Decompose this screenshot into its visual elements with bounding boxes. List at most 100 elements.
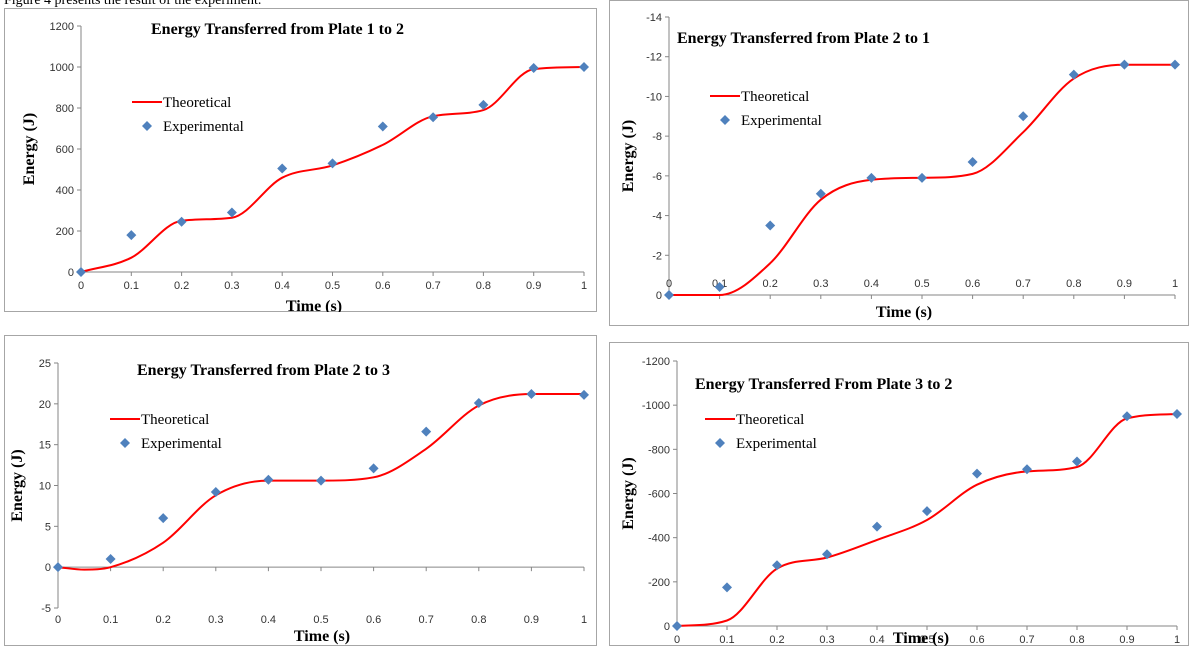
x-tick-label: 0.7	[1016, 278, 1031, 290]
data-point-experimental	[972, 468, 982, 479]
y-tick-label: 1200	[50, 21, 74, 33]
data-point-experimental	[158, 513, 169, 524]
data-point-experimental	[126, 230, 137, 241]
data-point-experimental	[772, 560, 782, 571]
legend: Theoretical Experimental	[705, 412, 817, 452]
y-tick-label: 0	[664, 621, 670, 633]
x-tick-label: 0	[55, 614, 61, 626]
data-point-experimental	[1122, 411, 1132, 422]
legend-label-theoretical: Theoretical	[741, 89, 809, 105]
x-tick-label: 0.7	[425, 280, 440, 292]
x-tick-label: 0.5	[325, 280, 340, 292]
data-point-experimental	[316, 475, 326, 486]
y-tick-label: -800	[648, 444, 670, 456]
chart-plate-3-to-2: 0 -200 -400 -600 -800 -1000 -1200 0 0.1 0.2 0.3 0.4…	[609, 342, 1189, 646]
chart-frame	[4, 8, 597, 312]
x-tick-label: 0.4	[864, 278, 879, 290]
x-axis-title: Time (s)	[294, 628, 350, 645]
chart-title: Energy Transferred From Plate 3 to 2	[695, 376, 952, 393]
y-tick-label: -1200	[642, 356, 670, 368]
data-point-experimental	[765, 220, 776, 231]
x-tick-label: 1	[1172, 278, 1178, 290]
y-tick-label: -200	[648, 577, 670, 589]
y-tick-label: -5	[41, 603, 51, 615]
x-tick-label: 0.7	[419, 614, 434, 626]
y-tick-label: 1000	[50, 62, 74, 74]
data-point-experimental	[1018, 111, 1029, 122]
legend-label-experimental: Experimental	[163, 119, 244, 135]
legend-label-experimental: Experimental	[141, 436, 222, 452]
chart-svg: -5 0 5 10 15 20 25 0 0.1 0.2 0.3 0.4 0.5 0.6 0.7 0.8 0.9…	[4, 335, 597, 646]
data-point-experimental	[377, 121, 388, 132]
x-tick-label: 0.8	[476, 280, 491, 292]
data-point-experimental	[664, 290, 674, 300]
legend-label-theoretical: Theoretical	[141, 412, 209, 428]
y-tick-label: 15	[39, 440, 51, 452]
data-point-experimental	[226, 207, 237, 218]
legend-label-experimental: Experimental	[741, 113, 822, 129]
y-axis-title: Energy (J)	[21, 113, 38, 185]
chart-plate-2-to-1: 0-2-4-6-8-10-12-1400.10.20.30.40.50.60.7…	[609, 0, 1189, 326]
legend: Theoretical Experimental	[132, 95, 244, 135]
legend-label-theoretical: Theoretical	[736, 412, 804, 428]
data-point-experimental	[368, 463, 379, 474]
y-tick-label: -2	[652, 250, 662, 262]
x-tick-label: 0.3	[819, 634, 834, 646]
y-tick-label: 10	[39, 481, 51, 493]
data-point-experimental	[672, 621, 682, 631]
data-point-experimental	[263, 474, 274, 485]
y-axis-title: Energy (J)	[9, 449, 26, 521]
chart-frame	[4, 335, 597, 646]
legend: Theoretical Experimental	[110, 412, 222, 452]
data-point-experimental	[1172, 409, 1182, 419]
data-point-experimental	[872, 521, 882, 532]
y-tick-label: 0	[656, 290, 662, 302]
y-tick-label: -12	[646, 52, 662, 64]
x-tick-label: 0.4	[275, 280, 290, 292]
chart-plate-1-to-2: 0 200 400 600 800 1000 1200 0 0.1 0.2 0.3 0.4 0.5 0.6…	[4, 8, 597, 312]
data-point-experimental	[815, 188, 826, 199]
series-line-theoretical	[676, 413, 1178, 627]
y-tick-label: 800	[56, 103, 74, 115]
data-point-experimental	[528, 63, 539, 74]
y-tick-label: 20	[39, 399, 51, 411]
x-tick-label: 0.3	[208, 614, 223, 626]
x-tick-label: 0.5	[919, 634, 934, 646]
x-tick-label: 0.6	[965, 278, 980, 290]
x-tick-label: 0.3	[813, 278, 828, 290]
chart-plate-2-to-3: -5 0 5 10 15 20 25 0 0.1 0.2 0.3 0.4 0.5 0.6 0.7 0.8 0.9…	[4, 335, 597, 646]
data-point-experimental	[714, 282, 725, 293]
data-point-experimental	[579, 62, 589, 72]
y-tick-label: 0	[68, 267, 74, 279]
y-tick-label: -600	[648, 489, 670, 501]
chart-svg: 0 -200 -400 -600 -800 -1000 -1200 0 0.1 0.2 0.3 0.4…	[609, 342, 1189, 646]
data-point-experimental	[327, 158, 338, 169]
y-tick-label: -14	[646, 12, 662, 24]
figure-caption: Figure 4 presents the result of the expe…	[4, 0, 262, 8]
x-axis-title: Time (s)	[893, 630, 949, 646]
y-tick-label: -6	[652, 171, 662, 183]
y-tick-label: 200	[56, 226, 74, 238]
data-point-experimental	[478, 99, 489, 110]
data-point-experimental	[176, 216, 187, 227]
y-tick-label: -4	[652, 211, 662, 223]
x-tick-label: 0.4	[869, 634, 884, 646]
data-point-experimental	[277, 163, 288, 174]
x-tick-label: 0.6	[375, 280, 390, 292]
y-tick-label: 5	[45, 521, 51, 533]
legend-marker-experimental	[715, 438, 725, 448]
y-tick-label: -1000	[642, 400, 670, 412]
x-tick-label: 0.9	[1117, 278, 1132, 290]
x-tick-label: 0.8	[1069, 634, 1084, 646]
y-tick-label: -8	[652, 131, 662, 143]
x-tick-label: 0.1	[124, 280, 139, 292]
legend-label-experimental: Experimental	[736, 436, 817, 452]
y-tick-label: 400	[56, 185, 74, 197]
x-tick-label: 0.2	[174, 280, 189, 292]
legend-marker-experimental	[142, 121, 152, 131]
data-point-experimental	[1170, 59, 1180, 70]
chart-title: Energy Transferred from Plate 2 to 1	[677, 30, 930, 47]
x-tick-label: 0.2	[769, 634, 784, 646]
x-tick-label: 0	[78, 280, 84, 292]
x-tick-label: 0.1	[719, 634, 734, 646]
